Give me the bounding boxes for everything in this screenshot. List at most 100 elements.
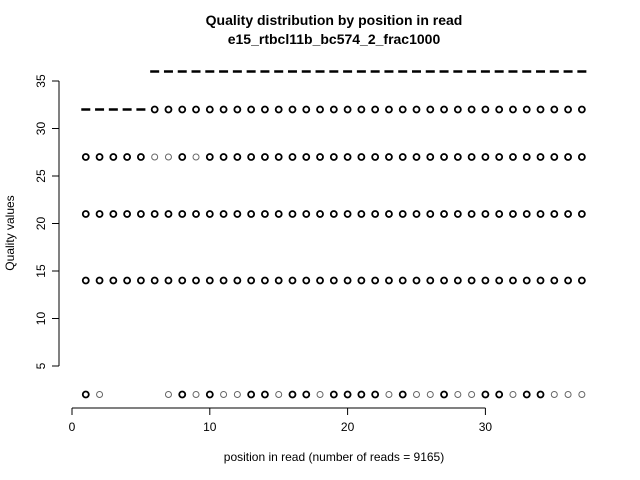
data-point — [577, 210, 586, 218]
data-point — [371, 153, 380, 161]
y-tick-label: 20 — [34, 217, 48, 231]
data-point — [178, 390, 187, 399]
data-point — [302, 153, 311, 161]
data-point — [247, 210, 256, 218]
data-point — [550, 153, 559, 161]
data-point — [385, 391, 393, 398]
data-point — [150, 276, 159, 285]
data-point — [233, 105, 242, 114]
data-point — [247, 105, 256, 114]
data-point — [467, 153, 476, 161]
data-point — [219, 276, 228, 285]
data-point — [426, 210, 435, 218]
data-point — [426, 391, 434, 398]
data-point — [164, 276, 173, 285]
data-point — [577, 153, 586, 161]
data-point — [219, 210, 228, 218]
data-point — [412, 276, 421, 285]
axes: 0 10 20 30 5 10 15 20 25 30 35 — [34, 74, 492, 434]
data-point — [412, 153, 421, 161]
data-point — [509, 105, 517, 114]
data-point — [453, 105, 462, 114]
data-point — [233, 391, 241, 398]
data-point — [81, 390, 90, 399]
data-point — [219, 105, 228, 114]
data-point — [357, 276, 366, 285]
data-point — [398, 390, 407, 399]
data-point — [302, 210, 311, 218]
y-tick-label: 15 — [34, 264, 48, 278]
data-point — [440, 105, 448, 114]
data-point — [440, 276, 448, 285]
data-point — [288, 276, 297, 285]
data-point — [151, 153, 159, 161]
data-point — [495, 105, 504, 114]
data-point — [468, 391, 476, 398]
data-point — [288, 105, 297, 114]
data-point — [481, 390, 490, 399]
data-point — [398, 276, 407, 285]
data-point — [192, 105, 200, 114]
data-point — [150, 210, 159, 218]
data-point — [329, 105, 338, 114]
data-point — [136, 276, 145, 285]
data-point — [96, 391, 104, 398]
x-tick-label: 0 — [69, 420, 76, 434]
data-point — [316, 153, 324, 161]
data-point — [275, 391, 283, 398]
data-point — [467, 210, 476, 218]
data-point — [205, 390, 214, 399]
data-point — [261, 153, 269, 161]
data-point — [398, 105, 407, 114]
data-point — [136, 153, 145, 161]
data-point — [509, 153, 517, 161]
data-point — [288, 153, 297, 161]
data-point — [81, 276, 90, 285]
data-point — [205, 153, 214, 161]
data-point — [123, 153, 132, 161]
data-point — [316, 276, 324, 285]
data-point — [357, 390, 366, 399]
data-point — [192, 210, 200, 218]
data-point — [371, 210, 380, 218]
data-point — [481, 210, 490, 218]
data-point — [550, 105, 559, 114]
data-point — [164, 210, 173, 218]
data-point — [95, 276, 104, 285]
data-point — [81, 153, 90, 161]
data-point — [109, 153, 118, 161]
data-point — [495, 210, 504, 218]
data-point — [329, 276, 338, 285]
data-point — [536, 390, 545, 399]
data-point — [577, 105, 586, 114]
data-point — [509, 391, 517, 398]
data-point — [357, 153, 366, 161]
data-point — [371, 105, 380, 114]
data-point — [205, 105, 214, 114]
data-point — [136, 210, 145, 218]
x-axis-label: position in read (number of reads = 9165… — [224, 450, 444, 464]
data-point — [536, 153, 545, 161]
data-point — [302, 390, 311, 399]
data-point — [178, 105, 187, 114]
data-point — [178, 210, 187, 218]
data-point — [302, 276, 311, 285]
data-point — [385, 210, 393, 218]
data-point — [522, 153, 531, 161]
data-point — [261, 105, 269, 114]
data-point — [495, 153, 504, 161]
y-tick-label: 30 — [34, 122, 48, 136]
data-point — [536, 276, 545, 285]
y-axis-label: Quality values — [3, 195, 17, 270]
data-point — [329, 210, 338, 218]
data-point — [371, 390, 380, 399]
y-tick-label: 5 — [34, 362, 48, 369]
data-point — [453, 153, 462, 161]
data-point — [123, 210, 132, 218]
data-point — [288, 210, 297, 218]
data-point — [564, 276, 572, 285]
plot-marks — [81, 70, 587, 399]
data-point — [343, 153, 352, 161]
data-point — [577, 276, 586, 285]
